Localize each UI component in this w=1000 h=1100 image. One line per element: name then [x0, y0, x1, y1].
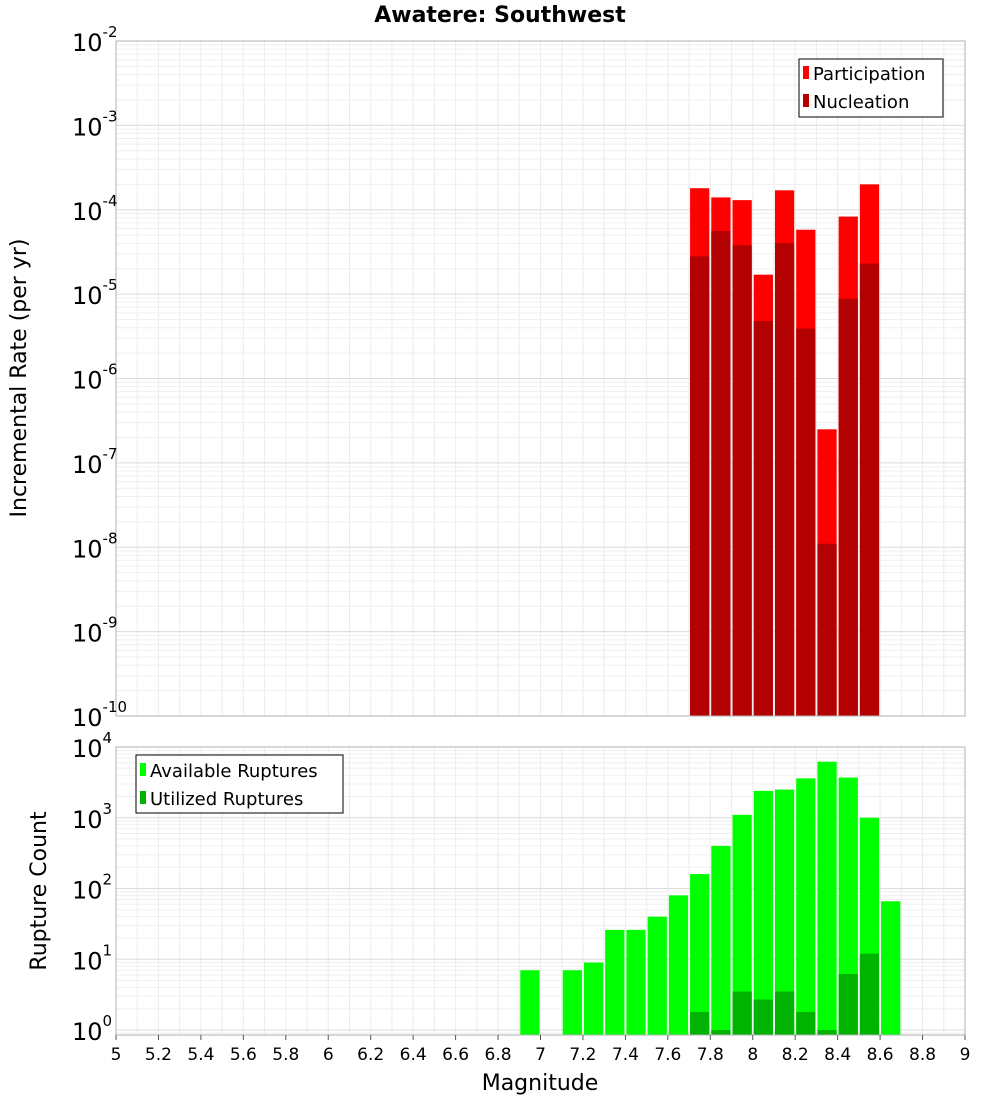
available-ruptures-bar — [668, 895, 689, 1035]
y-tick-label: 10-9 — [72, 614, 118, 648]
y-tick-label: 102 — [72, 871, 112, 905]
x-tick-label: 8.8 — [909, 1045, 936, 1065]
y-tick-label: 104 — [72, 729, 112, 763]
count-bars — [520, 761, 901, 1035]
available-ruptures-bar — [711, 845, 731, 1035]
y-tick-label: 10-5 — [72, 276, 118, 310]
x-tick-label: 6 — [323, 1045, 334, 1065]
utilized-ruptures-bar — [690, 1011, 710, 1035]
count-y-axis-label: Rupture Count — [27, 811, 52, 971]
available-ruptures-bar — [753, 790, 773, 1035]
count-panel: 100 101 102 103 104 5 5.2 5.4 5.6 5.8 6 6.2 6.4 6.6 6… — [27, 729, 970, 1096]
rate-y-axis-label: Incremental Rate (per yr) — [7, 239, 32, 518]
utilized-ruptures-bar — [732, 991, 752, 1035]
x-tick-label: 5.4 — [187, 1045, 214, 1065]
x-tick-label: 7.8 — [697, 1045, 724, 1065]
x-tick-label: 7.6 — [654, 1045, 681, 1065]
x-tick-label: 7.2 — [569, 1045, 596, 1065]
legend-label-utilized: Utilized Ruptures — [150, 789, 303, 810]
count-x-ticks: 5 5.2 5.4 5.6 5.8 6 6.2 6.4 6.6 6.8 7 7.2 7.4 7.6 7.8 8… — [111, 1035, 971, 1065]
x-tick-label: 5.8 — [272, 1045, 299, 1065]
count-legend: Available Ruptures Utilized Ruptures — [135, 754, 344, 814]
nucleation-bar — [690, 256, 710, 716]
available-ruptures-bar — [690, 874, 710, 1035]
y-tick-label: 10-3 — [72, 107, 118, 141]
legend-label-nucleation: Nucleation — [813, 92, 909, 113]
count-legend-box — [135, 754, 344, 814]
legend-label-available: Available Ruptures — [150, 761, 318, 782]
available-ruptures-bar — [583, 962, 604, 1035]
available-ruptures-bar — [605, 929, 625, 1035]
y-tick-label: 10-6 — [72, 361, 118, 395]
available-ruptures-bar — [732, 814, 752, 1035]
legend-swatch-nucleation — [803, 94, 809, 107]
x-tick-label: 8.6 — [867, 1045, 894, 1065]
available-ruptures-bar — [796, 778, 816, 1035]
x-tick-label: 8 — [747, 1045, 758, 1065]
y-tick-label: 10-8 — [72, 529, 118, 563]
y-tick-label: 10-10 — [72, 698, 127, 732]
nucleation-bar — [796, 328, 816, 716]
y-tick-label: 103 — [72, 800, 112, 834]
legend-label-participation: Participation — [813, 64, 925, 85]
utilized-ruptures-bar — [859, 953, 880, 1035]
y-tick-label: 10-2 — [72, 23, 118, 57]
chart-title: Awatere: Southwest — [374, 3, 626, 28]
available-ruptures-bar — [647, 916, 667, 1035]
legend-swatch-participation — [803, 66, 809, 79]
available-ruptures-bar — [520, 970, 540, 1035]
x-tick-label: 6.8 — [485, 1045, 512, 1065]
utilized-ruptures-bar — [796, 1011, 816, 1035]
rate-panel: 10-10 10-9 10-8 10-7 10-6 10-5 10-4 10-3 10-2 In… — [7, 23, 966, 732]
nucleation-bar — [838, 298, 858, 716]
utilized-ruptures-bar — [838, 973, 858, 1035]
available-ruptures-bar — [838, 777, 858, 1035]
rate-bars — [690, 184, 880, 717]
x-tick-label: 7.4 — [612, 1045, 639, 1065]
nucleation-bar — [732, 245, 752, 717]
x-tick-label: 8.2 — [782, 1045, 809, 1065]
utilized-ruptures-bar — [753, 999, 773, 1035]
nucleation-bar — [859, 263, 880, 716]
x-tick-label: 6.6 — [442, 1045, 469, 1065]
nucleation-bar — [711, 230, 731, 716]
y-tick-label: 10-4 — [72, 192, 118, 226]
rate-legend: Participation Nucleation — [798, 58, 944, 118]
rate-legend-box — [798, 58, 944, 118]
y-tick-label: 100 — [72, 1012, 112, 1046]
x-tick-label: 5.6 — [230, 1045, 257, 1065]
nucleation-bar — [753, 321, 773, 716]
x-tick-label: 6.2 — [357, 1045, 384, 1065]
count-y-ticks: 100 101 102 103 104 — [72, 729, 112, 1046]
legend-swatch-utilized — [140, 791, 146, 804]
x-tick-label: 5.2 — [145, 1045, 172, 1065]
y-tick-label: 101 — [72, 941, 112, 975]
available-ruptures-bar — [817, 761, 837, 1035]
rate-y-ticks: 10-10 10-9 10-8 10-7 10-6 10-5 10-4 10-3 10-2 — [72, 23, 127, 732]
utilized-ruptures-bar — [817, 1030, 837, 1035]
legend-swatch-available — [140, 763, 146, 776]
x-tick-label: 5 — [111, 1045, 122, 1065]
x-tick-label: 7 — [535, 1045, 546, 1065]
x-tick-label: 9 — [960, 1045, 971, 1065]
nucleation-bar — [774, 243, 795, 717]
rate-grid — [115, 40, 966, 717]
x-tick-label: 6.4 — [400, 1045, 427, 1065]
rate-plot-border — [115, 40, 966, 717]
available-ruptures-bar — [881, 901, 901, 1035]
utilized-ruptures-bar — [774, 991, 795, 1035]
available-ruptures-bar — [562, 970, 582, 1035]
x-axis-label: Magnitude — [482, 1071, 599, 1096]
available-ruptures-bar — [774, 789, 795, 1035]
nucleation-bar — [817, 543, 837, 716]
available-ruptures-bar — [626, 929, 646, 1035]
utilized-ruptures-bar — [711, 1030, 731, 1035]
x-tick-label: 8.4 — [824, 1045, 851, 1065]
y-tick-label: 10-7 — [72, 445, 118, 479]
